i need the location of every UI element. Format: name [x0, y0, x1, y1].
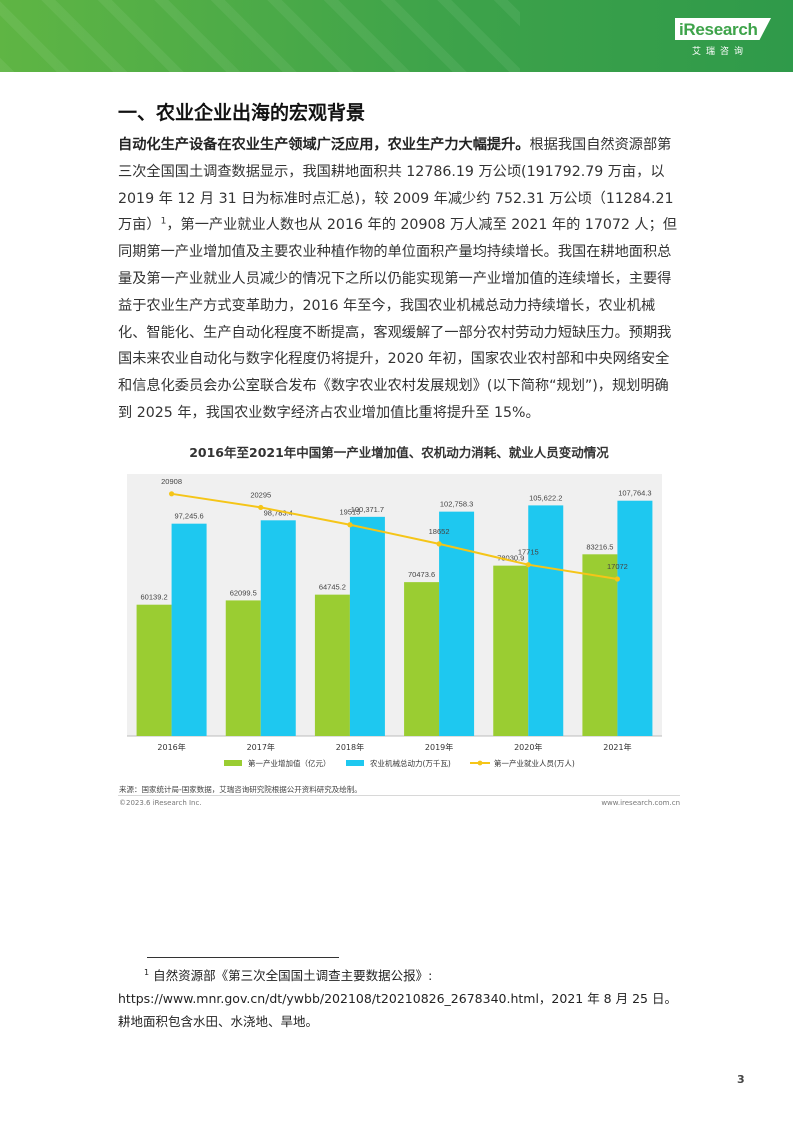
data-label-machinery-power: 97,245.6	[174, 512, 203, 521]
data-label-employment: 20295	[250, 490, 271, 499]
logo-badge: iResearch	[675, 18, 771, 40]
bar-machinery-power	[439, 511, 475, 736]
bar-machinery-power	[260, 520, 296, 736]
data-label-value-added: 70473.6	[408, 570, 435, 579]
employment-point	[258, 504, 264, 511]
lead-sentence: 自动化生产设备在农业生产领域广泛应用，农业生产力大幅提升。	[118, 137, 530, 153]
body-paragraph: 自动化生产设备在农业生产领域广泛应用，农业生产力大幅提升。根据我国自然资源部第三…	[118, 132, 680, 427]
bar-value-added	[582, 554, 618, 736]
employment-point	[436, 541, 442, 547]
chart-title: 2016年至2021年中国第一产业增加值、农机动力消耗、就业人员变动情况	[189, 445, 609, 460]
footnote: 1 自然资源部《第三次全国国土调查主要数据公报》: https://www.mnr…	[118, 964, 680, 1033]
data-label-employment: 18652	[429, 527, 450, 536]
data-label-machinery-power: 100,371.7	[351, 505, 384, 514]
legend-label: 农业机械总动力(万千瓦)	[370, 758, 451, 768]
data-label-value-added: 60139.2	[141, 593, 168, 602]
data-label-value-added: 78030.9	[497, 554, 524, 563]
combo-chart: 60139.2 97,245.6 2016年 62099.5 98,783.4 2017年…	[127, 474, 662, 768]
data-label-value-added: 64745.2	[319, 583, 346, 592]
logo-main-text: iResearch	[679, 20, 758, 39]
plot-area	[127, 474, 662, 736]
bar-machinery-power	[617, 500, 653, 736]
bar-value-added	[404, 582, 440, 736]
bar-machinery-power	[528, 505, 564, 736]
bar-value-added	[493, 565, 529, 736]
footnote-divider	[147, 957, 339, 958]
website-text[interactable]: www.iresearch.com.cn	[601, 799, 680, 807]
data-label-machinery-power: 102,758.3	[440, 500, 473, 509]
footnote-line1: 自然资源部《第三次全国国土调查主要数据公报》:	[153, 968, 433, 983]
data-label-employment: 17715	[518, 548, 539, 557]
x-tick-label: 2020年	[514, 742, 542, 752]
legend-swatch	[346, 760, 364, 766]
employment-point	[614, 576, 621, 582]
x-tick-label: 2018年	[336, 742, 364, 752]
data-label-machinery-power: 105,622.2	[529, 493, 562, 502]
header-banner: iResearch 艾瑞咨询	[0, 0, 793, 72]
employment-point	[168, 491, 175, 497]
employment-point	[525, 562, 531, 568]
data-label-employment: 20908	[161, 477, 182, 486]
copyright-text: ©2023.6 iResearch Inc.	[119, 799, 202, 807]
bar-value-added	[314, 594, 350, 736]
bar-value-added	[225, 600, 261, 736]
footnote-ref[interactable]: 1	[160, 216, 167, 227]
body-text-1: 根据我国自然资源部第三次全国国土调查数据显示，我国耕地面积共 12786.19 …	[118, 137, 674, 234]
body-text-2: ，第一产业就业人数也从 2016 年的 20908 万人减至 2021 年的 1…	[118, 217, 677, 421]
footnote-line2[interactable]: https://www.mnr.gov.cn/dt/ywbb/202108/t2…	[118, 991, 677, 1029]
data-label-employment: 19515	[339, 508, 360, 517]
x-tick-label: 2016年	[157, 742, 185, 752]
footnote-number: 1	[144, 967, 150, 977]
x-tick-label: 2019年	[425, 742, 453, 752]
legend-swatch-marker	[477, 760, 483, 766]
data-label-employment: 17072	[607, 562, 628, 571]
bar-value-added	[136, 604, 172, 736]
x-tick-label: 2017年	[247, 742, 275, 752]
data-label-value-added: 83216.5	[586, 542, 613, 551]
section-title: 一、农业企业出海的宏观背景	[118, 102, 366, 124]
legend-swatch	[224, 760, 242, 766]
bar-machinery-power	[171, 523, 207, 736]
data-label-machinery-power: 98,783.4	[264, 508, 293, 517]
page-number: 3	[737, 1073, 745, 1086]
footnote-indent: 1	[118, 968, 149, 983]
employment-line	[171, 492, 618, 580]
chart-footer-divider	[118, 795, 680, 796]
employment-point	[347, 522, 353, 528]
logo-sub-text: 艾瑞咨询	[691, 47, 748, 57]
data-label-value-added: 62099.5	[230, 588, 257, 597]
iresearch-logo: iResearch 艾瑞咨询	[675, 14, 771, 58]
chart-source: 来源：国家统计局-国家数据，艾瑞咨询研究院根据公开资料研究及绘制。	[119, 785, 362, 794]
x-tick-label: 2021年	[603, 742, 631, 752]
header-pattern	[0, 0, 520, 72]
legend-label: 第一产业增加值（亿元）	[248, 758, 331, 768]
legend-label: 第一产业就业人员(万人)	[494, 758, 575, 768]
bar-machinery-power	[349, 516, 385, 736]
data-label-machinery-power: 107,764.3	[618, 489, 651, 498]
